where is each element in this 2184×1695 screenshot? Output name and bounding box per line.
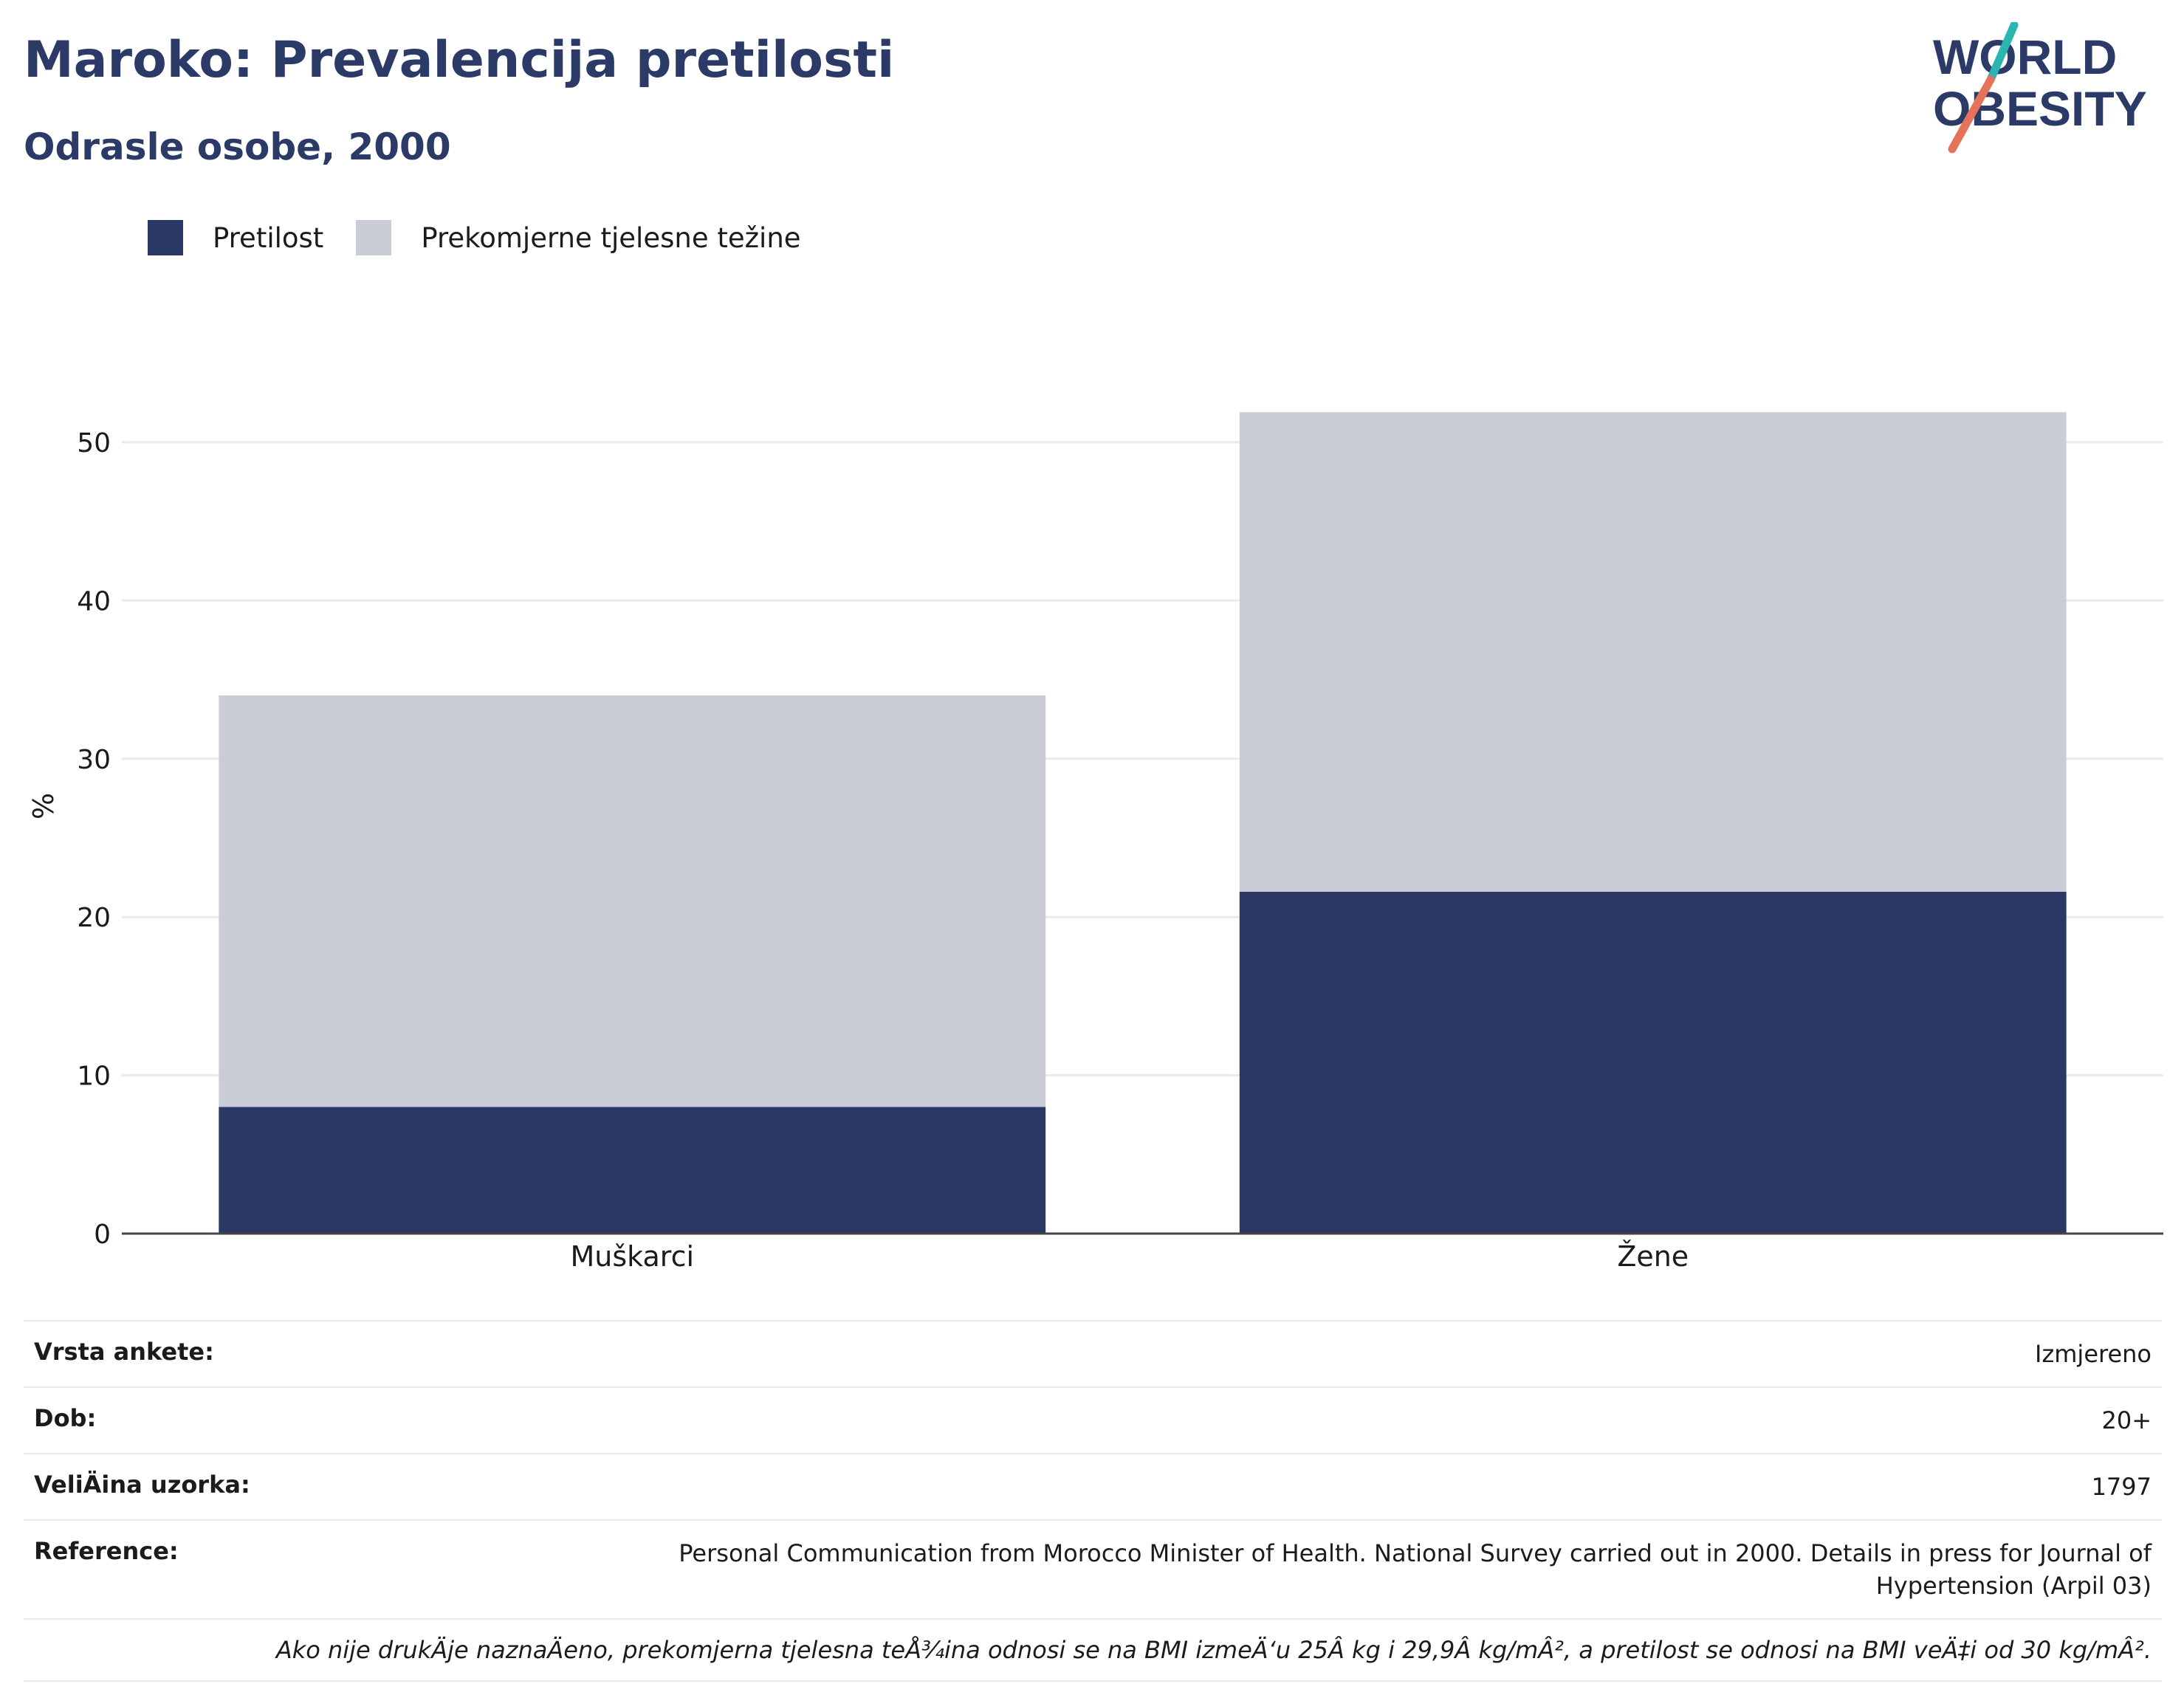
y-tick-label: 20 (77, 903, 111, 933)
info-key: Dob: (34, 1404, 96, 1432)
x-tick-label: Muškarci (570, 1240, 694, 1273)
info-value: 20+ (2101, 1404, 2152, 1437)
y-tick-label: 30 (77, 745, 111, 775)
info-row-sample-size: VeliÄina uzorka: 1797 (24, 1453, 2162, 1519)
info-row-reference: Reference: Personal Communication from M… (24, 1519, 2162, 1618)
y-axis-label: % (27, 793, 60, 819)
info-row-survey-type: Vrsta ankete: Izmjereno (24, 1320, 2162, 1386)
y-tick-label: 0 (94, 1220, 111, 1250)
info-value: Personal Communication from Morocco Mini… (675, 1537, 2152, 1602)
bar-chart: 0 10 20 30 40 50% Muškarci Žene (0, 0, 2184, 1299)
info-value: 1797 (2092, 1471, 2152, 1503)
y-tick-label: 40 (77, 586, 111, 616)
bar-pretilost-muskarci (219, 1107, 1045, 1234)
info-table: Vrsta ankete: Izmjereno Dob: 20+ VeliÄi… (24, 1320, 2162, 1682)
info-key: Reference: (34, 1537, 179, 1565)
info-key: Vrsta ankete: (34, 1338, 214, 1366)
bar-pretilost-zene (1240, 892, 2067, 1234)
bar-prekomjerne-muskarci (219, 695, 1045, 1107)
info-row-age: Dob: 20+ (24, 1386, 2162, 1453)
definition-note: Ako nije drukÄje naznaÄeno, prekomjern… (24, 1618, 2162, 1682)
x-tick-label: Žene (1617, 1240, 1689, 1273)
y-tick-label: 10 (77, 1062, 111, 1092)
y-tick-label: 50 (77, 428, 111, 458)
info-key: VeliÄina uzorka: (34, 1471, 250, 1499)
bar-prekomjerne-zene (1240, 412, 2067, 892)
info-value: Izmjereno (2035, 1338, 2152, 1370)
